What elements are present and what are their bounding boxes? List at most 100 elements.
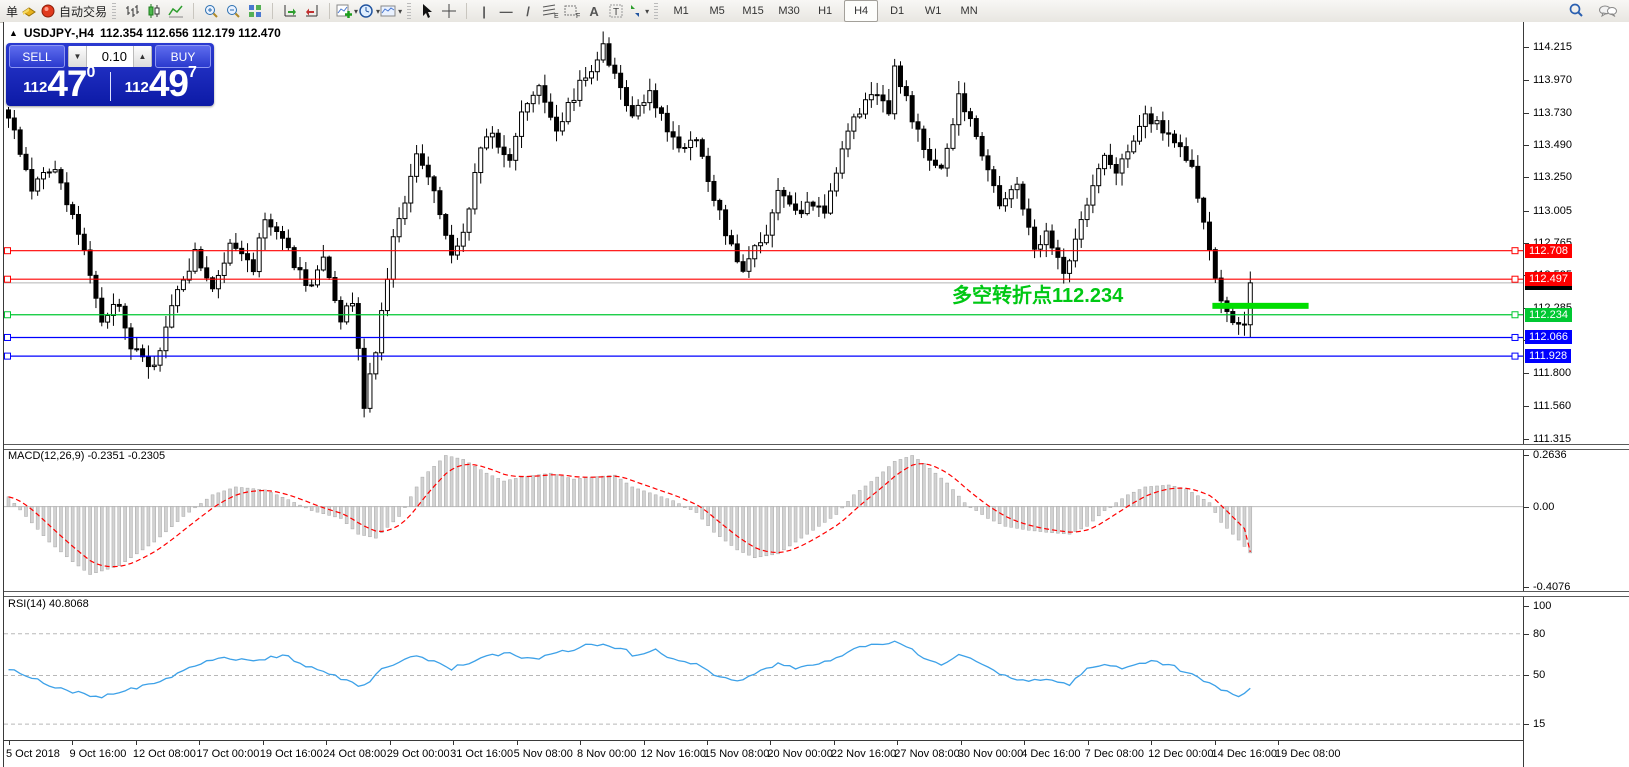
panel-separator[interactable] bbox=[4, 444, 1629, 450]
buy-button[interactable]: BUY bbox=[155, 45, 211, 68]
time-axis-label: 29 Oct 00:00 bbox=[386, 748, 450, 760]
toolbar-drag-handle[interactable] bbox=[407, 3, 412, 19]
axis-tick-label: 113.005 bbox=[1533, 204, 1572, 217]
time-axis-label: 12 Dec 00:00 bbox=[1148, 748, 1214, 760]
horizontal-line-tool-icon[interactable]: — bbox=[499, 3, 513, 19]
timeframe-button-w1[interactable]: W1 bbox=[924, 5, 942, 17]
level-handle-left[interactable] bbox=[4, 352, 11, 360]
sell-price-main: 47 bbox=[47, 62, 87, 104]
rsi-panel[interactable] bbox=[4, 595, 1523, 740]
level-handle-left[interactable] bbox=[4, 333, 11, 341]
level-handle-right[interactable] bbox=[1511, 247, 1519, 255]
resistance-price-label[interactable]: 112.708 bbox=[1525, 244, 1572, 258]
text-label-tool-icon[interactable]: T bbox=[605, 1, 627, 21]
crosshair-tool-icon[interactable] bbox=[438, 1, 460, 21]
time-axis-label: 19 Dec 08:00 bbox=[1275, 748, 1341, 760]
timeframe-button-m15[interactable]: M15 bbox=[742, 5, 764, 17]
toolbar-drag-handle[interactable] bbox=[654, 3, 659, 19]
bar-chart-icon[interactable] bbox=[121, 1, 143, 21]
arrows-tool-icon[interactable]: ▾ bbox=[627, 1, 649, 21]
buy-price[interactable]: 112 49 7 bbox=[111, 64, 212, 103]
svg-text:F: F bbox=[576, 13, 580, 19]
macd-axis-label: -0.4076 bbox=[1533, 580, 1571, 593]
price-divider bbox=[109, 72, 111, 101]
chart-shift-icon[interactable] bbox=[301, 1, 323, 21]
panel-separator[interactable] bbox=[4, 591, 1629, 597]
price-chart-panel[interactable]: 多空转折点112.234 bbox=[4, 22, 1523, 446]
timeframe-button-d1[interactable]: D1 bbox=[890, 5, 905, 17]
resistance-price-label[interactable]: 112.497 bbox=[1525, 272, 1572, 286]
timeframe-button-h4[interactable]: H4 bbox=[844, 0, 879, 22]
trend-segment[interactable] bbox=[1212, 302, 1309, 309]
text-tool-icon[interactable]: A bbox=[589, 3, 599, 19]
zoom-out-icon[interactable] bbox=[222, 1, 244, 21]
axis-tick-label: 113.250 bbox=[1533, 170, 1572, 183]
new-order-icon[interactable] bbox=[18, 1, 40, 21]
fibonacci-tool-icon[interactable]: E bbox=[539, 1, 561, 21]
level-handle-right[interactable] bbox=[1511, 275, 1519, 283]
timeframe-button-h1[interactable]: H1 bbox=[818, 5, 833, 17]
price-axis[interactable]: 114.215 113.970 113.730 113.490 113.250 113.0… bbox=[1523, 22, 1629, 767]
support-price-label[interactable]: 112.066 bbox=[1525, 330, 1572, 344]
cursor-tool-icon[interactable] bbox=[416, 1, 438, 21]
autotrading-button[interactable]: 自动交易 bbox=[40, 1, 107, 21]
candlestick-chart-icon[interactable] bbox=[143, 1, 165, 21]
line-chart-icon[interactable] bbox=[165, 1, 187, 21]
arrows-dropdown-icon[interactable]: ▾ bbox=[645, 6, 650, 16]
macd-panel[interactable] bbox=[4, 448, 1523, 592]
order-label[interactable]: 单 bbox=[6, 4, 19, 19]
auto-scroll-icon[interactable] bbox=[279, 1, 301, 21]
level-handle-left[interactable] bbox=[4, 247, 11, 255]
time-axis-label: 17 Oct 00:00 bbox=[196, 748, 260, 760]
volume-value[interactable]: 0.10 bbox=[101, 49, 127, 64]
timeframe-toolbar: M1 M5 M15 M30 H1 H4 D1 W1 MN bbox=[660, 0, 990, 22]
one-click-trading-panel: SELL ▼ 0.10 ▲ BUY 112 47 0 112 49 7 bbox=[6, 43, 214, 106]
volume-decrease-button[interactable]: ▼ bbox=[68, 46, 87, 67]
timeframe-button-m30[interactable]: M30 bbox=[778, 5, 800, 17]
level-handle-left[interactable] bbox=[4, 275, 11, 283]
vertical-line-tool-icon[interactable]: | bbox=[482, 3, 486, 19]
chart-title-symbol: USDJPY-,H4 bbox=[23, 26, 94, 40]
macd-label: MACD(12,26,9) -0.2351 -0.2305 bbox=[8, 450, 166, 462]
pivot-price-label[interactable]: 112.234 bbox=[1525, 308, 1572, 322]
search-icon[interactable] bbox=[1565, 1, 1587, 21]
time-axis[interactable]: 5 Oct 2018 9 Oct 16:00 12 Oct 08:00 17 Oct … bbox=[4, 740, 1629, 767]
zoom-in-icon[interactable] bbox=[200, 1, 222, 21]
axis-tick-label: 113.730 bbox=[1533, 106, 1572, 119]
time-axis-label: 19 Oct 16:00 bbox=[259, 748, 323, 760]
axis-tick-label: 111.560 bbox=[1533, 399, 1572, 412]
rsi-label: RSI(14) 40.8068 bbox=[8, 598, 89, 610]
sell-button[interactable]: SELL bbox=[9, 45, 65, 68]
macd-axis-label: 0.2636 bbox=[1533, 448, 1567, 461]
periods-dropdown-icon[interactable]: ▾ bbox=[376, 6, 381, 16]
level-handle-right[interactable] bbox=[1511, 333, 1519, 341]
tile-windows-icon[interactable] bbox=[244, 1, 266, 21]
add-indicator-dropdown-icon[interactable]: ▾ bbox=[354, 6, 359, 16]
time-axis-label: 8 Nov 00:00 bbox=[577, 748, 637, 760]
periods-button[interactable]: ▾ bbox=[358, 1, 380, 21]
timeframe-button-m1[interactable]: M1 bbox=[673, 5, 689, 17]
level-handle-right[interactable] bbox=[1511, 311, 1519, 319]
time-axis-label: 9 Oct 16:00 bbox=[69, 748, 127, 760]
add-indicator-button[interactable]: ▾ bbox=[336, 1, 358, 21]
axis-tick-label: 114.215 bbox=[1533, 40, 1572, 53]
chart-title-ohlc: 112.354 112.656 112.179 112.470 bbox=[99, 26, 281, 40]
volume-increase-button[interactable]: ▲ bbox=[133, 46, 152, 67]
chart-title: ▲ USDJPY-,H4 112.354 112.656 112.179 112… bbox=[9, 26, 281, 40]
trendline-tool-icon[interactable]: / bbox=[526, 3, 530, 19]
pivot-annotation[interactable]: 多空转折点112.234 bbox=[952, 283, 1124, 307]
templates-button[interactable]: ▾ bbox=[380, 1, 402, 21]
templates-dropdown-icon[interactable]: ▾ bbox=[398, 6, 403, 16]
level-handle-left[interactable] bbox=[4, 311, 11, 319]
buy-price-handle: 112 bbox=[124, 79, 149, 96]
chat-icon[interactable] bbox=[1597, 1, 1619, 21]
level-handle-right[interactable] bbox=[1511, 352, 1519, 360]
timeframe-button-m5[interactable]: M5 bbox=[709, 5, 725, 17]
channel-tool-icon[interactable]: F bbox=[561, 1, 583, 21]
toolbar-drag-handle[interactable] bbox=[112, 3, 117, 19]
support-price-label[interactable]: 111.928 bbox=[1525, 349, 1572, 363]
sell-price-handle: 112 bbox=[23, 79, 48, 96]
timeframe-button-mn[interactable]: MN bbox=[960, 5, 978, 17]
sell-price[interactable]: 112 47 0 bbox=[9, 62, 110, 104]
